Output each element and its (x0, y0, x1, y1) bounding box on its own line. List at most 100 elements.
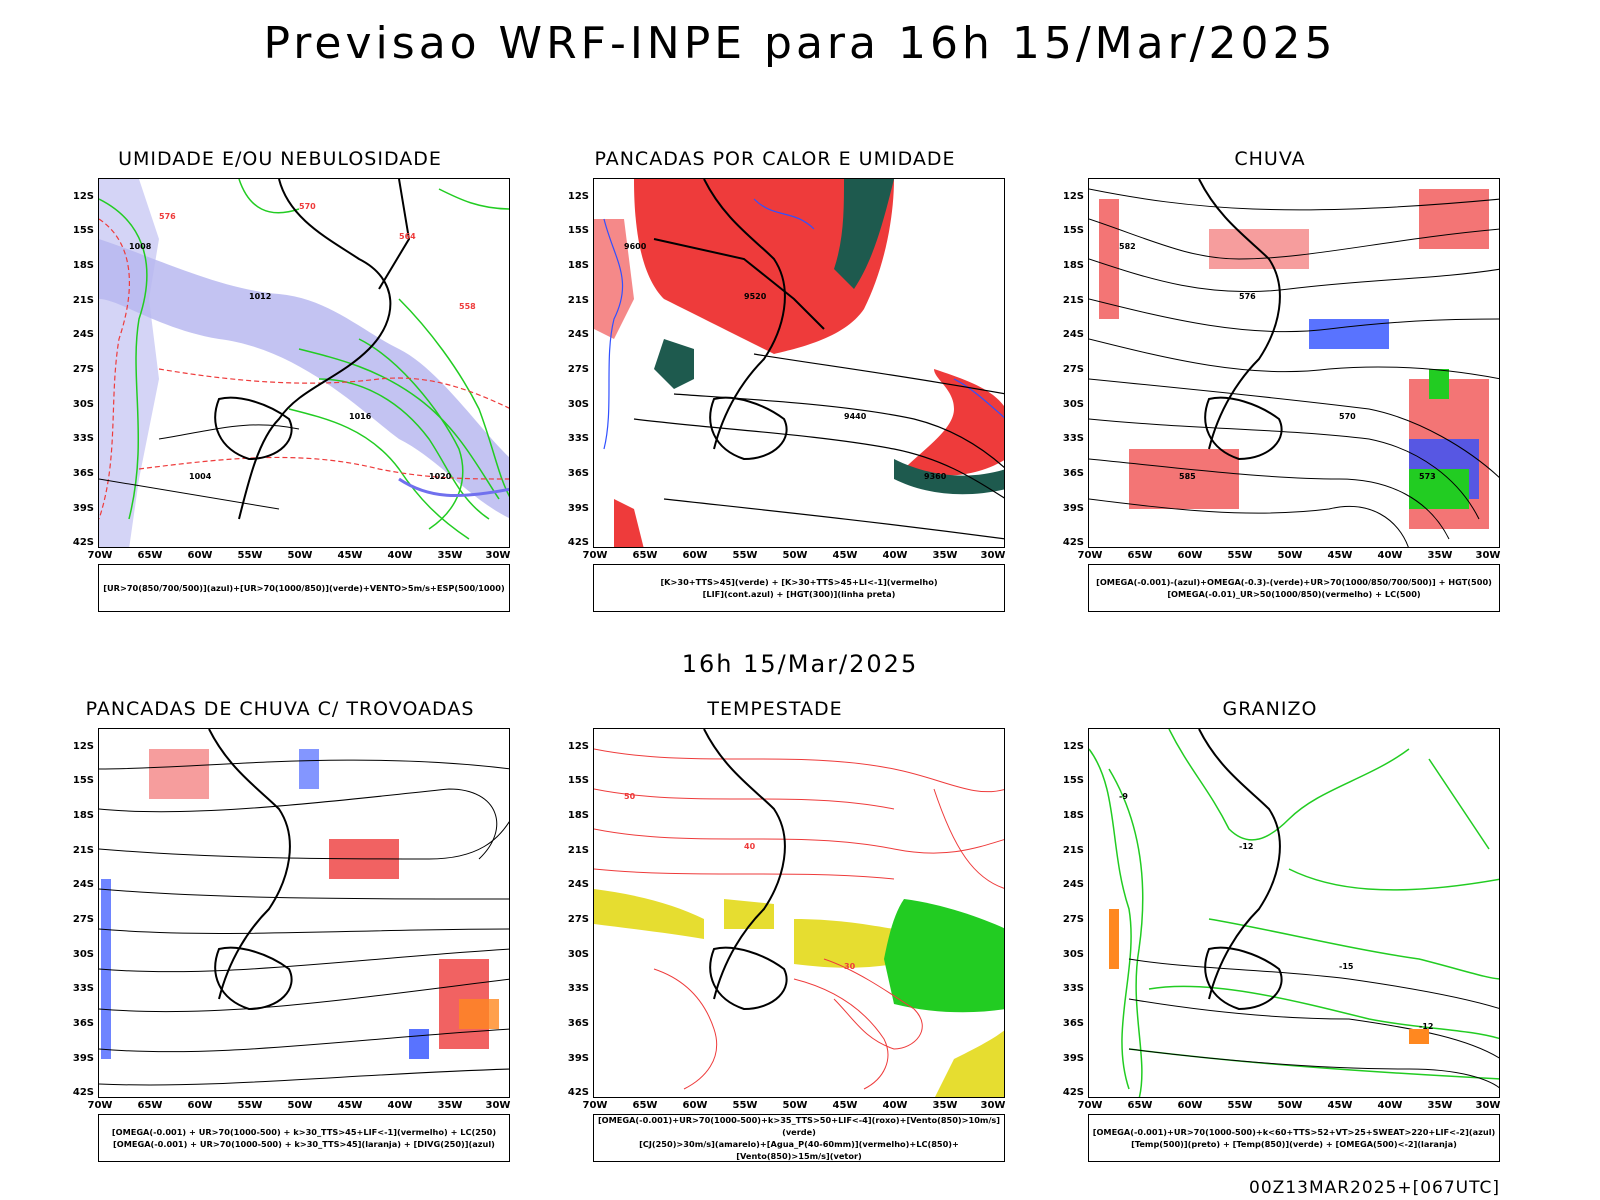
lat-label: 12S (1062, 741, 1084, 752)
lat-label: 27S (72, 914, 94, 925)
lat-label: 12S (1062, 191, 1084, 202)
lon-label: 40W (387, 1100, 413, 1111)
contour-label: 50 (624, 792, 636, 801)
lon-label: 35W (932, 550, 958, 561)
lon-label: 45W (337, 550, 363, 561)
contour-label: -15 (1339, 962, 1354, 971)
legend: [OMEGA(-0.001) + UR>70(1000-500) + k>30_… (98, 1114, 510, 1162)
lon-label: 70W (582, 1100, 608, 1111)
lon-label: 35W (437, 550, 463, 561)
lat-label: 36S (72, 468, 94, 479)
contour-label: 576 (159, 212, 176, 221)
legend: [OMEGA(-0.001)+UR>70(1000-500)+k<60+TTS>… (1088, 1114, 1500, 1162)
run-timestamp: 00Z13MAR2025+[067UTC] (1249, 1178, 1500, 1198)
contour-label: 40 (744, 842, 756, 851)
lon-label: 30W (1475, 550, 1501, 561)
lat-label: 15S (72, 225, 94, 236)
lat-label: 18S (72, 810, 94, 821)
lon-label: 70W (582, 550, 608, 561)
lon-label: 45W (1327, 550, 1353, 561)
lon-label: 65W (1127, 1100, 1153, 1111)
lon-label: 35W (437, 1100, 463, 1111)
contour-label: 564 (399, 232, 416, 241)
panel-trovoadas: PANCADAS DE CHUVA C/ TROVOADAS (50, 698, 510, 1178)
map-umidade: 1008 1012 1016 1020 1004 576 570 564 558 (98, 178, 510, 548)
lat-label: 21S (1062, 295, 1084, 306)
lat-label: 30S (1062, 399, 1084, 410)
lat-label: 18S (1062, 260, 1084, 271)
contour-label: 1020 (429, 472, 452, 481)
map-granizo: -9 -12 -15 -12 (1088, 728, 1500, 1098)
map-chuva: 582 576 570 573 585 (1088, 178, 1500, 548)
lat-label: 27S (1062, 364, 1084, 375)
lon-label: 60W (1177, 550, 1203, 561)
lon-label: 40W (387, 550, 413, 561)
lat-label: 18S (567, 810, 589, 821)
lat-label: 27S (567, 914, 589, 925)
lat-label: 33S (567, 983, 589, 994)
lon-label: 60W (187, 1100, 213, 1111)
legend-line: [OMEGA(-0.001)+UR>70(1000-500)+k>35_TTS>… (597, 1115, 1001, 1137)
lat-label: 21S (1062, 845, 1084, 856)
lat-label: 30S (567, 399, 589, 410)
lon-label: 35W (932, 1100, 958, 1111)
lon-label: 50W (782, 550, 808, 561)
lon-label: 65W (137, 1100, 163, 1111)
legend-line: [OMEGA(-0.001) + UR>70(1000-500) + k>30_… (113, 1139, 495, 1149)
lon-label: 45W (337, 1100, 363, 1111)
lat-label: 36S (567, 1018, 589, 1029)
lat-label: 39S (567, 1053, 589, 1064)
lon-label: 30W (485, 1100, 511, 1111)
lat-label: 24S (72, 879, 94, 890)
contour-label: 570 (1339, 412, 1356, 421)
legend-line: [OMEGA(-0.001)-(azul)+OMEGA(-0.3)-(verde… (1096, 577, 1492, 587)
map-trovoadas (98, 728, 510, 1098)
panel-title: PANCADAS DE CHUVA C/ TROVOADAS (85, 698, 475, 720)
lat-label: 42S (72, 537, 94, 548)
lat-label: 39S (72, 503, 94, 514)
lat-label: 24S (567, 879, 589, 890)
panel-chuva: CHUVA (1040, 148, 1500, 628)
contour-label: 9440 (844, 412, 867, 421)
lat-label: 33S (567, 433, 589, 444)
lat-label: 33S (1062, 983, 1084, 994)
lat-label: 27S (567, 364, 589, 375)
lat-label: 30S (72, 949, 94, 960)
lon-label: 55W (1227, 1100, 1253, 1111)
lat-label: 12S (567, 741, 589, 752)
lon-label: 65W (632, 550, 658, 561)
contour-label: 1008 (129, 242, 152, 251)
contour-label: -12 (1419, 1022, 1433, 1031)
lon-label: 50W (1277, 550, 1303, 561)
lon-label: 50W (287, 550, 313, 561)
panel-title: GRANIZO (1222, 698, 1318, 720)
legend-line: [LIF](cont.azul) + [HGT(300)](linha pret… (702, 589, 896, 599)
lat-label: 42S (1062, 537, 1084, 548)
lon-label: 40W (882, 550, 908, 561)
contour-label: 585 (1179, 472, 1196, 481)
lon-label: 65W (632, 1100, 658, 1111)
lat-label: 33S (72, 983, 94, 994)
panel-granizo: GRANIZO (1040, 698, 1500, 1178)
lat-label: 18S (567, 260, 589, 271)
lat-label: 42S (567, 1087, 589, 1098)
lat-label: 15S (567, 225, 589, 236)
lat-label: 36S (1062, 468, 1084, 479)
lat-label: 27S (1062, 914, 1084, 925)
contour-label: 9600 (624, 242, 647, 251)
legend-line: [OMEGA(-0.01)_UR>50(1000/850)(vermelho) … (1167, 589, 1421, 599)
main-title: Previsao WRF-INPE para 16h 15/Mar/2025 (263, 18, 1337, 69)
lat-label: 42S (567, 537, 589, 548)
lon-label: 30W (485, 550, 511, 561)
lon-label: 45W (832, 550, 858, 561)
lon-label: 65W (137, 550, 163, 561)
map-pancadas-calor: 9600 9520 9440 9360 (593, 178, 1005, 548)
contour-label: 576 (1239, 292, 1256, 301)
lon-label: 35W (1427, 1100, 1453, 1111)
contour-label: 558 (459, 302, 476, 311)
lon-label: 45W (1327, 1100, 1353, 1111)
lon-label: 60W (682, 550, 708, 561)
lat-label: 30S (72, 399, 94, 410)
contour-label: 1012 (249, 292, 271, 301)
contour-label: 9520 (744, 292, 767, 301)
